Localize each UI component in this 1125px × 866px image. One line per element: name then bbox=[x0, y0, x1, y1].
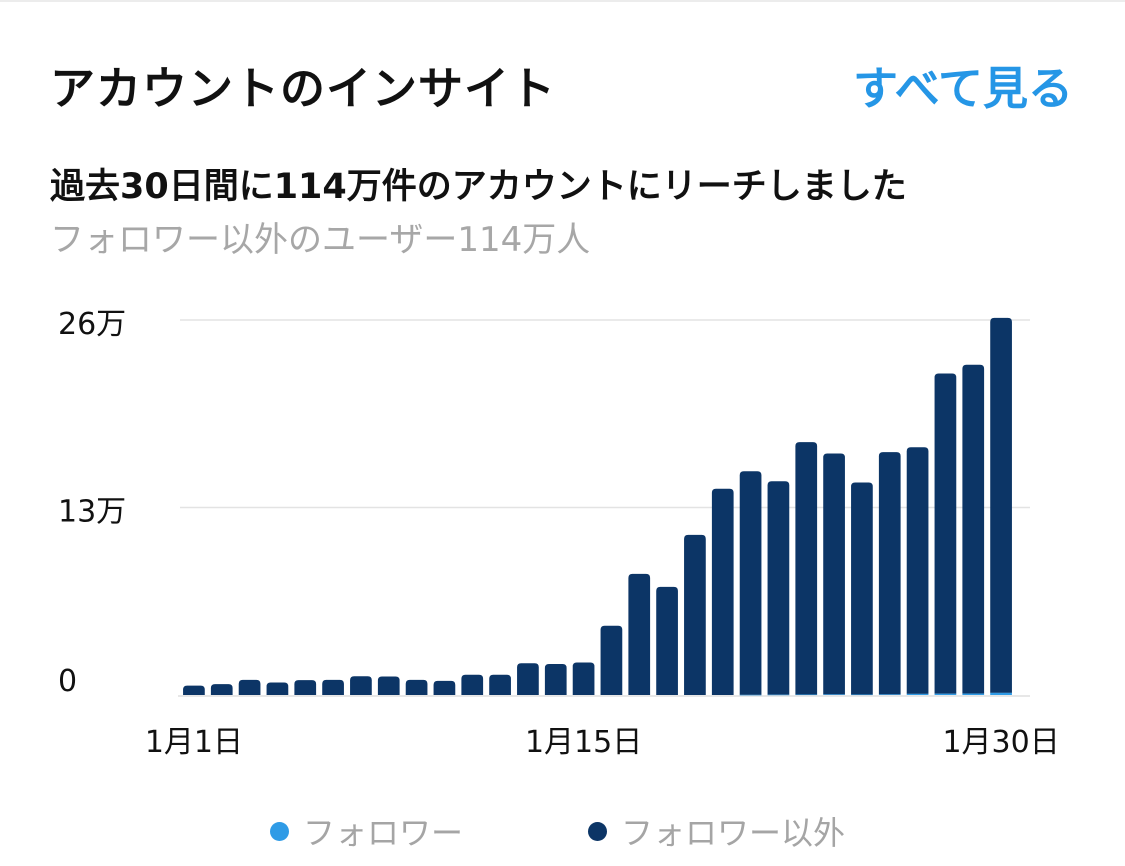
bar-non-followers[interactable] bbox=[795, 442, 818, 695]
legend-dot-followers-icon bbox=[270, 821, 289, 841]
bar-non-followers[interactable] bbox=[628, 573, 651, 695]
y-tick-label: 13万 bbox=[58, 495, 126, 530]
bar-non-followers[interactable] bbox=[684, 534, 706, 695]
bar-non-followers[interactable] bbox=[350, 676, 372, 695]
y-tick-label: 26万 bbox=[58, 307, 126, 342]
bar-non-followers[interactable] bbox=[878, 452, 901, 695]
bar-followers[interactable] bbox=[851, 694, 873, 696]
bar-non-followers[interactable] bbox=[600, 625, 623, 695]
bar-non-followers[interactable] bbox=[433, 680, 456, 695]
bar-non-followers[interactable] bbox=[377, 676, 400, 695]
reach-subline: フォロワー以外のユーザー114万人 bbox=[50, 220, 591, 260]
bar-followers[interactable] bbox=[739, 694, 762, 696]
x-tick-label: 1月1日 bbox=[145, 725, 243, 760]
bar-followers[interactable] bbox=[934, 693, 957, 695]
bar-non-followers[interactable] bbox=[461, 674, 484, 695]
bar-non-followers[interactable] bbox=[656, 586, 678, 695]
top-divider bbox=[0, 0, 1125, 2]
bar-non-followers[interactable] bbox=[934, 373, 957, 694]
bar-non-followers[interactable] bbox=[711, 488, 734, 695]
legend-label-followers: フォロワー bbox=[303, 814, 464, 852]
bar-non-followers[interactable] bbox=[990, 317, 1012, 693]
bar-followers[interactable] bbox=[767, 694, 790, 696]
bar-followers[interactable] bbox=[878, 694, 901, 695]
legend-label-non-followers: フォロワー以外 bbox=[621, 814, 846, 852]
bar-non-followers[interactable] bbox=[489, 674, 511, 695]
bar-followers[interactable] bbox=[795, 694, 818, 696]
reach-headline: 過去30日間に114万件のアカウントにリーチしました bbox=[50, 167, 907, 207]
bar-followers[interactable] bbox=[990, 692, 1012, 695]
y-tick-label: 0 bbox=[58, 664, 77, 699]
bar-non-followers[interactable] bbox=[238, 679, 261, 695]
bar-followers[interactable] bbox=[962, 693, 985, 695]
bar-non-followers[interactable] bbox=[767, 481, 790, 695]
bar-non-followers[interactable] bbox=[544, 663, 567, 695]
bar-non-followers[interactable] bbox=[322, 679, 344, 695]
page-title: アカウントのインサイト bbox=[50, 62, 557, 115]
bar-non-followers[interactable] bbox=[906, 447, 929, 694]
bar-non-followers[interactable] bbox=[962, 364, 985, 694]
bar-non-followers[interactable] bbox=[266, 682, 289, 695]
bar-non-followers[interactable] bbox=[572, 662, 595, 695]
bar-non-followers[interactable] bbox=[739, 471, 762, 695]
bar-followers[interactable] bbox=[906, 693, 929, 695]
legend-dot-non-followers-icon bbox=[588, 821, 607, 841]
bar-non-followers[interactable] bbox=[183, 685, 205, 695]
bar-non-followers[interactable] bbox=[405, 679, 428, 695]
bar-non-followers[interactable] bbox=[517, 663, 539, 695]
bar-followers[interactable] bbox=[823, 694, 845, 695]
bar-non-followers[interactable] bbox=[851, 482, 873, 695]
bar-non-followers[interactable] bbox=[294, 680, 317, 695]
x-tick-label: 1月15日 bbox=[525, 725, 642, 760]
bar-non-followers[interactable] bbox=[823, 453, 845, 695]
legend-item-followers: フォロワー bbox=[270, 808, 463, 854]
see-all-link[interactable]: すべて見る bbox=[852, 62, 1073, 115]
x-tick-label: 1月30日 bbox=[942, 725, 1059, 760]
bar-non-followers[interactable] bbox=[210, 684, 233, 695]
legend-item-non-followers: フォロワー以外 bbox=[588, 808, 845, 854]
